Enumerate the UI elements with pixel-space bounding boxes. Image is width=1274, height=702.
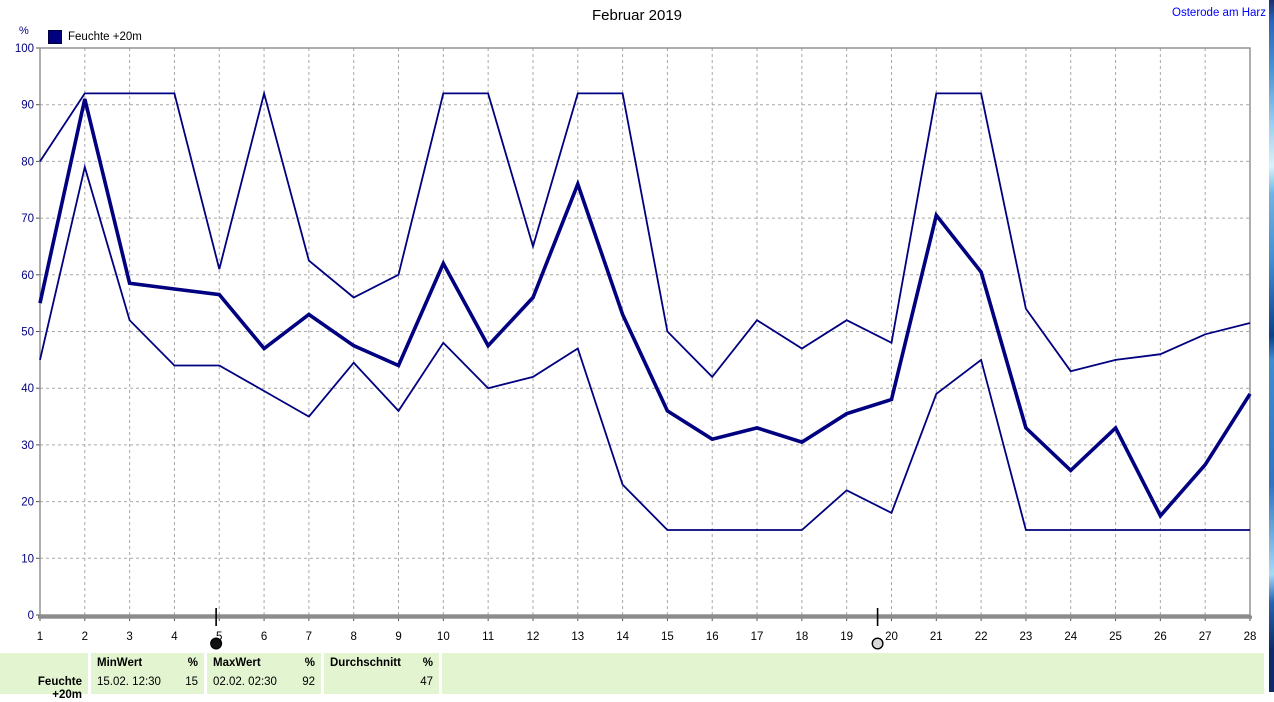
y-tick-label: 20 [21,497,34,509]
durchschnitt-unit: % [422,657,433,669]
station-link[interactable]: Osterode am Harz [1172,7,1266,19]
table-separator [321,653,324,694]
table-col-durchschnitt: Durchschnitt % 47 [324,653,439,694]
x-tick-label: 20 [885,631,898,643]
y-tick-label: 30 [21,440,34,452]
y-tick-label: 0 [28,610,34,622]
y-tick-label: 80 [21,156,34,168]
x-tick-label: 23 [1020,631,1033,643]
new-moon-marker-icon [210,637,223,650]
table-col-label: Feuchte +20m [0,653,88,701]
x-tick-label: 18 [795,631,808,643]
x-tick-label: 19 [840,631,853,643]
x-tick-label: 11 [482,631,494,643]
min-line [39,163,1250,531]
summary-row-label: Feuchte +20m [37,676,82,701]
x-tick-label: 24 [1064,631,1077,643]
x-tick-label: 28 [1244,631,1257,643]
summary-table: Feuchte +20m MinWert % 15.02. 12:30 15 M… [0,651,1264,701]
table-separator [88,653,91,694]
plot-border [39,47,1251,616]
legend-swatch-icon [48,30,62,44]
y-tick-label: 50 [21,327,34,339]
durchschnitt-header: Durchschnitt [330,657,401,669]
x-tick-label: 14 [616,631,629,643]
minwert-value: 15 [185,676,198,688]
full-moon-marker-icon [871,637,884,650]
x-tick-label: 27 [1199,631,1212,643]
x-tick-label: 26 [1154,631,1167,643]
table-separator [439,653,442,694]
table-col-maxwert: MaxWert % 02.02. 02:30 92 [207,653,321,694]
durchschnitt-value: 47 [420,676,433,688]
minwert-header: MinWert [97,657,143,669]
table-separator [204,653,207,694]
legend-label: Feuchte +20m [68,31,142,43]
x-tick-label: 6 [261,631,267,643]
x-tick-label: 5 [216,631,222,643]
y-tick-label: 100 [15,43,34,55]
x-tick-label: 3 [126,631,132,643]
x-tick-label: 16 [706,631,719,643]
minwert-datetime: 15.02. 12:30 [97,676,161,688]
x-axis-bar [38,615,1252,619]
y-tick-label: 90 [21,100,34,112]
x-tick-label: 9 [395,631,401,643]
x-tick-label: 25 [1109,631,1122,643]
x-tick-label: 1 [37,631,43,643]
x-tick-label: 15 [661,631,674,643]
page-title: Februar 2019 [591,7,683,24]
y-tick-label: 60 [21,270,34,282]
avg-line [38,98,1252,519]
desktop-edge-strip [1269,0,1274,692]
x-tick-label: 12 [527,631,540,643]
x-tick-label: 4 [171,631,178,643]
y-axis-unit-label: % [19,25,29,37]
table-col-minwert: MinWert % 15.02. 12:30 15 [91,653,204,694]
maxwert-header: MaxWert [213,657,261,669]
minwert-unit: % [187,657,198,669]
x-tick-label: 21 [930,631,943,643]
max-line [39,89,1251,379]
maxwert-unit: % [304,657,315,669]
x-tick-label: 2 [82,631,88,643]
x-tick-label: 13 [571,631,584,643]
x-tick-label: 7 [306,631,312,643]
legend: Feuchte +20m [48,30,142,44]
y-tick-label: 40 [21,383,34,395]
maxwert-value: 92 [302,676,315,688]
y-tick-label: 70 [21,213,34,225]
maxwert-datetime: 02.02. 02:30 [213,676,277,688]
y-tick-label: 10 [21,553,34,565]
x-tick-label: 8 [351,631,357,643]
x-tick-label: 10 [437,631,450,643]
x-tick-label: 17 [751,631,764,643]
x-tick-label: 22 [975,631,988,643]
